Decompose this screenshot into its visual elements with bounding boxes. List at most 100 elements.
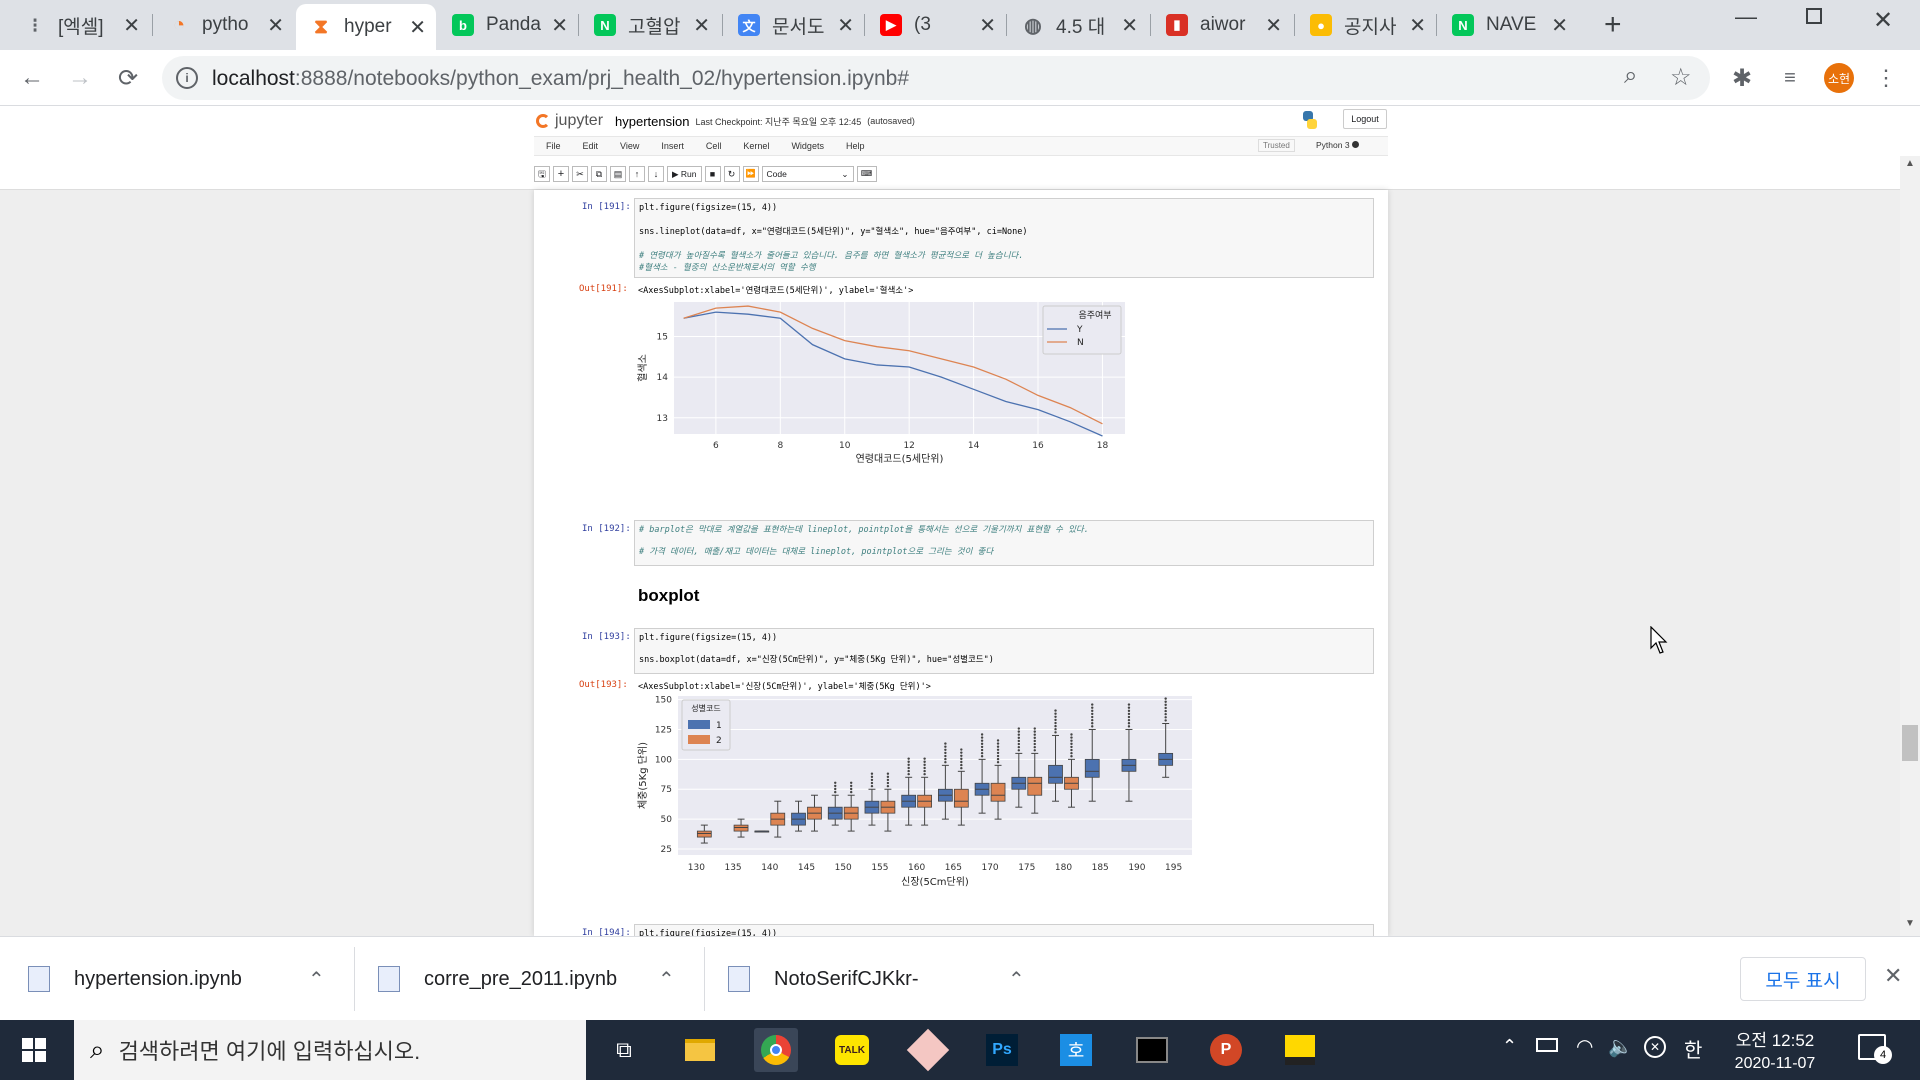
powerpoint-icon[interactable]: P <box>1204 1028 1248 1072</box>
tab-7[interactable]: ◍ 4.5 대 ✕ <box>1008 4 1148 46</box>
tab-4[interactable]: N 고혈압 ✕ <box>580 4 720 46</box>
tab-close-icon[interactable]: ✕ <box>1409 14 1426 37</box>
menu-cell[interactable]: Cell <box>705 141 722 151</box>
tab-3[interactable]: b Panda ✕ <box>438 4 578 46</box>
kakaotalk-icon[interactable]: TALK <box>830 1028 874 1072</box>
scroll-down-icon[interactable]: ▼ <box>1905 918 1915 929</box>
tab-close-icon[interactable]: ✕ <box>1121 14 1138 37</box>
menu-widgets[interactable]: Widgets <box>791 141 824 151</box>
address-bar[interactable]: i localhost:8888/notebooks/python_exam/p… <box>162 56 1710 100</box>
clock[interactable]: 오전 12:52 2020-11-07 <box>1734 1031 1816 1072</box>
tab-close-icon[interactable]: ✕ <box>1265 14 1282 37</box>
network-error-icon[interactable]: ✕ <box>1644 1036 1666 1058</box>
close-window-button[interactable]: ✕ <box>1873 7 1894 34</box>
save-icon[interactable]: 🖫 <box>534 166 550 182</box>
pen-app-icon[interactable] <box>906 1028 950 1072</box>
bookmark-star-icon[interactable]: ☆ <box>1670 64 1692 91</box>
download-options-chevron-icon[interactable]: ⌃ <box>1008 968 1025 991</box>
tab-close-icon[interactable]: ✕ <box>409 16 426 39</box>
tab-5[interactable]: 文 문서도 ✕ <box>724 4 864 46</box>
forward-button[interactable]: → <box>68 64 92 91</box>
interrupt-icon[interactable]: ■ <box>704 166 721 182</box>
tab-close-icon[interactable]: ✕ <box>267 14 284 37</box>
close-downloads-icon[interactable]: ✕ <box>1884 963 1903 988</box>
download-options-chevron-icon[interactable]: ⌃ <box>308 968 325 991</box>
zoom-icon[interactable]: ⌕ <box>1624 62 1638 89</box>
wifi-icon[interactable]: ◠ <box>1576 1036 1594 1058</box>
media-queue-icon[interactable]: ≡ <box>1784 66 1796 89</box>
move-up-icon[interactable]: ↑ <box>629 166 645 182</box>
tab-8[interactable]: ▮ aiwor ✕ <box>1152 4 1292 46</box>
hangul-icon[interactable]: 호 <box>1054 1028 1098 1072</box>
tab-1[interactable]: ◔ pytho ✕ <box>154 4 294 46</box>
download-item[interactable]: NotoSerifCJKkr- ⌃ <box>728 937 1048 1021</box>
download-item[interactable]: corre_pre_2011.ipynb ⌃ <box>378 937 698 1021</box>
action-center-icon[interactable]: 4 <box>1858 1034 1892 1064</box>
new-tab-button[interactable]: + <box>1604 8 1622 41</box>
page-scrollbar[interactable]: ▲ ▼ <box>1900 156 1920 936</box>
keyboard-icon[interactable]: ⌨ <box>856 166 877 182</box>
kernel-indicator[interactable]: Python 3 <box>1316 140 1359 150</box>
jupyter-logo[interactable]: jupyter <box>555 112 604 129</box>
trusted-indicator[interactable]: Trusted <box>1258 139 1295 152</box>
cell-191-code[interactable]: plt.figure(figsize=(15, 4)) sns.lineplot… <box>634 198 1374 278</box>
menu-kernel[interactable]: Kernel <box>743 141 770 151</box>
cell-type-select[interactable]: Code ⌄ <box>761 166 854 182</box>
terminal-icon[interactable] <box>1130 1028 1174 1072</box>
tab-close-icon[interactable]: ✕ <box>551 14 568 37</box>
logout-button[interactable]: Logout <box>1343 109 1387 129</box>
scroll-up-icon[interactable]: ▲ <box>1905 158 1915 169</box>
cell-193-code[interactable]: plt.figure(figsize=(15, 4)) sns.boxplot(… <box>634 628 1374 674</box>
minimize-button[interactable]: — <box>1735 4 1757 29</box>
reload-button[interactable]: ⟳ <box>117 64 139 92</box>
browser-menu-icon[interactable]: ⋮ <box>1875 65 1897 90</box>
tab-close-icon[interactable]: ✕ <box>1551 14 1568 37</box>
run-button[interactable]: ▶ Run <box>667 166 702 182</box>
file-explorer-icon[interactable] <box>678 1028 722 1072</box>
cell-194-code[interactable]: plt.figure(figsize=(15, 4)) <box>634 924 1374 936</box>
tab-10[interactable]: N NAVE ✕ <box>1438 4 1578 46</box>
show-all-button[interactable]: 모두 표시 <box>1740 957 1866 1001</box>
restart-icon[interactable]: ↻ <box>723 166 740 182</box>
tab-9[interactable]: ● 공지사 ✕ <box>1296 4 1436 46</box>
download-item[interactable]: hypertension.ipynb ⌃ <box>28 937 348 1021</box>
taskbar-search-box[interactable]: ⌕ 검색하려면 여기에 입력하십시오. <box>74 1020 586 1080</box>
menu-insert[interactable]: Insert <box>661 141 684 151</box>
notebook-name[interactable]: hypertension <box>615 113 690 129</box>
tray-chevron-icon[interactable]: ⌃ <box>1502 1036 1518 1056</box>
tab-6[interactable]: ▶ (3 ✕ <box>866 4 1006 46</box>
cell-192-code[interactable]: # barplot은 막대로 계열값을 표현하는데 lineplot, poin… <box>634 520 1374 566</box>
info-icon[interactable]: i <box>176 67 198 89</box>
menu-file[interactable]: File <box>546 141 561 151</box>
tab-close-icon[interactable]: ✕ <box>693 14 710 37</box>
copy-icon[interactable]: ⧉ <box>591 166 607 182</box>
chrome-icon[interactable] <box>754 1028 798 1072</box>
cut-icon[interactable]: ✂ <box>572 166 588 182</box>
tab-close-icon[interactable]: ✕ <box>979 14 996 37</box>
tab-close-icon[interactable]: ✕ <box>123 14 140 37</box>
task-view-icon[interactable]: ⧉ <box>616 1037 632 1062</box>
ime-indicator[interactable]: 한 <box>1684 1040 1703 1062</box>
url-text[interactable]: localhost:8888/notebooks/python_exam/prj… <box>212 67 910 90</box>
windows-start-icon[interactable] <box>12 1028 56 1072</box>
menu-edit[interactable]: Edit <box>582 141 599 151</box>
tab-close-icon[interactable]: ✕ <box>837 14 854 37</box>
volume-icon[interactable]: 🔈 <box>1608 1036 1633 1058</box>
menu-help[interactable]: Help <box>845 141 865 151</box>
extensions-icon[interactable]: ✱ <box>1731 64 1753 92</box>
move-down-icon[interactable]: ↓ <box>648 166 664 182</box>
insert-cell-icon[interactable]: + <box>553 166 569 182</box>
tab-0[interactable]: ⁝ [엑셀] ✕ <box>10 4 150 46</box>
paste-icon[interactable]: ▤ <box>610 166 626 182</box>
tab-2[interactable]: ⧗ hyper ✕ <box>296 4 436 50</box>
menu-view[interactable]: View <box>620 141 640 151</box>
back-button[interactable]: ← <box>20 64 44 91</box>
restart-run-all-icon[interactable]: ⏩ <box>742 166 759 182</box>
scrollbar-thumb[interactable] <box>1902 725 1918 761</box>
download-options-chevron-icon[interactable]: ⌃ <box>658 968 675 991</box>
profile-avatar[interactable]: 소현 <box>1824 63 1854 93</box>
battery-icon[interactable] <box>1536 1038 1558 1052</box>
photoshop-icon[interactable]: Ps <box>980 1028 1024 1072</box>
maximize-button[interactable] <box>1806 8 1822 24</box>
sticky-notes-icon[interactable] <box>1278 1028 1322 1072</box>
